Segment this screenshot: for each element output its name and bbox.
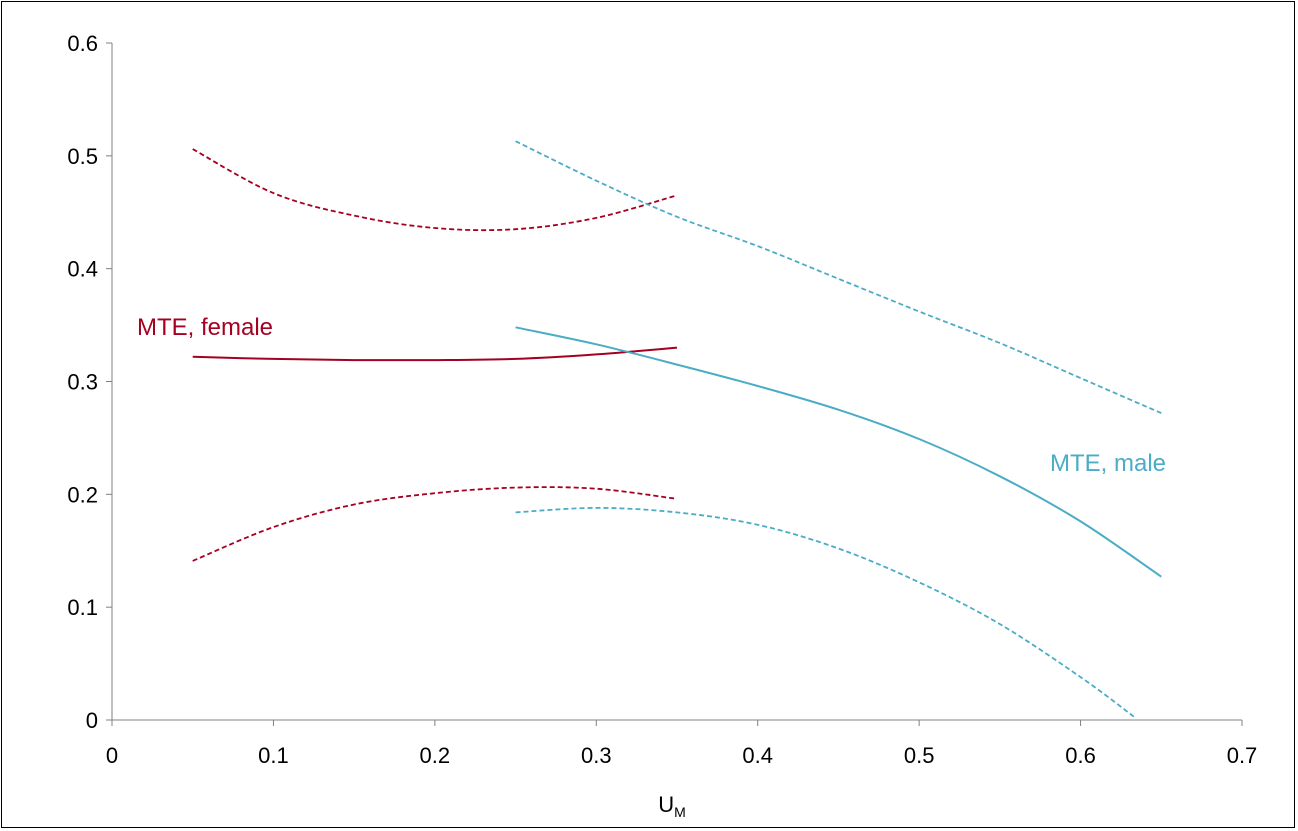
x-tick-label: 0.6 bbox=[1065, 743, 1096, 768]
y-tick-label: 0.1 bbox=[67, 595, 98, 620]
axes: 0 0.1 0.2 0.3 0.4 0.5 0.6 0 0.1 0.2 0.3 0.4 0.5 0.6 0.… bbox=[67, 31, 1257, 768]
male-bound-line-5 bbox=[515, 506, 1135, 718]
y-tick-label: 0.6 bbox=[67, 31, 98, 56]
female-series-label: MTE, female bbox=[137, 314, 273, 341]
x-tick-label: 0.4 bbox=[742, 743, 773, 768]
x-tick-label: 0.2 bbox=[420, 743, 451, 768]
x-tick-label: 0.7 bbox=[1227, 743, 1258, 768]
male-bound-line-4 bbox=[515, 140, 1162, 414]
y-tick-label: 0.3 bbox=[67, 370, 98, 395]
female-mte-line-0 bbox=[192, 346, 678, 362]
series-labels: MTE, female MTE, male bbox=[137, 314, 1166, 477]
female-bound-line-1 bbox=[192, 148, 678, 232]
series-lines bbox=[192, 140, 1162, 718]
x-axis-title: UM bbox=[658, 792, 686, 820]
x-tick-label: 0.5 bbox=[904, 743, 935, 768]
y-tick-label: 0.2 bbox=[67, 482, 98, 507]
y-tick-label: 0.5 bbox=[67, 144, 98, 169]
x-tick-label: 0 bbox=[106, 743, 118, 768]
female-bound-line-2 bbox=[192, 486, 678, 562]
y-tick-label: 0.4 bbox=[67, 257, 98, 282]
male-mte-line-3 bbox=[515, 326, 1162, 578]
male-series-label: MTE, male bbox=[1050, 450, 1166, 477]
y-tick-label: 0 bbox=[86, 708, 98, 733]
x-tick-label: 0.1 bbox=[258, 743, 289, 768]
x-tick-label: 0.3 bbox=[581, 743, 612, 768]
